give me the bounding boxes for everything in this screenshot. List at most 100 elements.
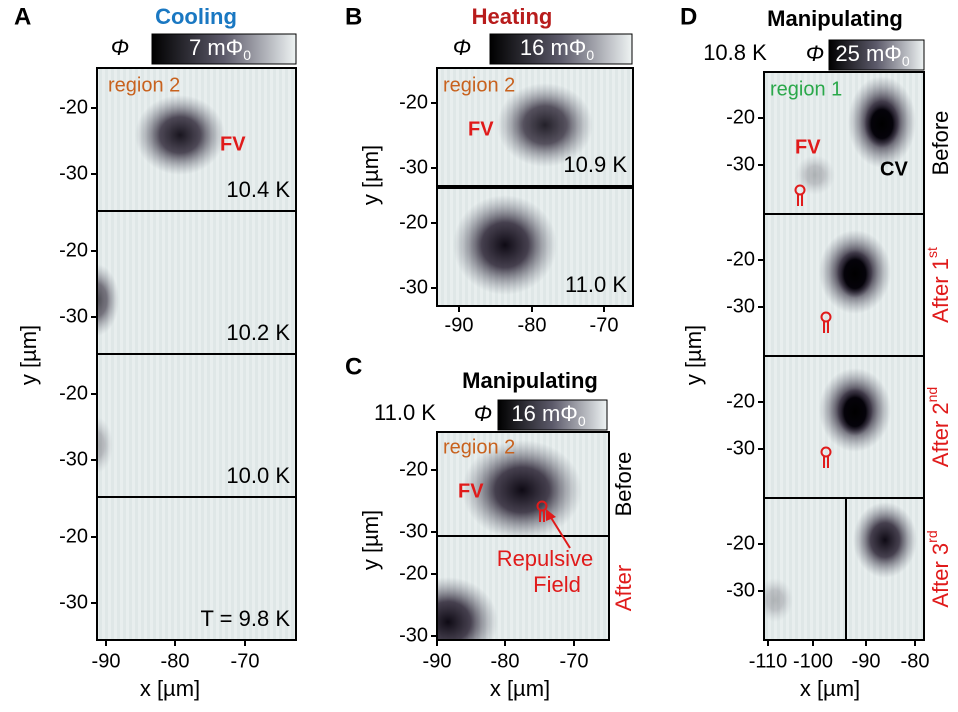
colorbar-symbol: Φ [474,401,492,426]
colorbar [497,399,608,431]
colorbar [828,39,925,71]
image-frame [436,67,634,187]
x-tick-label: -80 [161,650,190,672]
y-tick-label: -20 [399,458,428,480]
scan-image [763,213,925,357]
row-label: After 1st [924,247,953,323]
x-tick-label: -80 [518,314,547,336]
x-tick-label: -70 [560,650,589,672]
scan-image [763,497,925,641]
temperature: 10.8 K [703,40,767,65]
colorbar-subscript: 0 [586,47,594,63]
panel-label: B [345,3,362,30]
row-label-text: After 3 [928,543,953,608]
fv-label: FV [468,118,494,140]
row-label-text: After 1 [928,258,953,323]
x-tick-label: -80 [491,650,520,672]
image-background [97,354,296,497]
vortex-signal [97,264,119,336]
y-tick-label: -20 [726,106,755,128]
row-label: After [611,565,636,611]
y-tick-label: -30 [59,162,88,184]
colorbar-symbol: Φ [453,35,471,60]
colorbar-label: 16 mΦ0 [511,401,585,429]
field-label: Field [533,572,581,597]
x-tick-label: -90 [92,650,121,672]
row-label: Before [611,452,636,517]
colorbar-unit: 16 mΦ [520,35,586,60]
row-label-sup: st [924,247,940,258]
colorbar [489,33,633,65]
coil-loop [536,500,548,512]
x-tick-label: -110 [749,650,788,672]
y-axis-label: y [µm] [16,325,41,385]
field-coil-icon [794,184,806,206]
y-tick-label: -30 [726,579,755,601]
y-axis-label: y [µm] [358,145,383,205]
temperature-label: T = 9.8 K [201,606,291,631]
colorbar-unit: 7 mΦ [189,35,243,60]
row-label-text: After 2 [928,402,953,467]
row-label: Before [928,111,953,176]
image-frame [763,497,925,641]
y-tick-label: -20 [59,96,88,118]
y-tick-label: -20 [399,91,428,113]
y-tick-label: -20 [726,532,755,554]
temperature-label: 10.4 K [226,177,290,202]
x-axis-label: x [µm] [800,676,860,701]
temperature: 11.0 K [374,400,436,425]
y-tick-label: -20 [726,248,755,270]
region-label: region 2 [443,436,515,458]
y-tick-label: -30 [59,591,88,613]
arrow-head [546,509,556,521]
row-label-text: Before [611,452,636,517]
panel-title: Cooling [155,4,237,29]
field-coil-icon [820,446,832,468]
y-tick-label: -20 [59,239,88,261]
region-label: region 1 [770,78,842,100]
y-tick-label: -20 [726,390,755,412]
y-tick-label: -30 [399,276,428,298]
y-tick-label: -30 [399,520,428,542]
coil-loop [820,446,832,458]
x-tick-label: -90 [445,314,474,336]
y-tick-label: -30 [59,305,88,327]
x-tick-label: -80 [901,650,930,672]
y-tick-label: -30 [726,295,755,317]
panel-label: D [680,3,697,30]
scan-image [436,67,634,187]
vortex-core [864,100,900,148]
panel-title: Heating [472,4,553,29]
colorbar-symbol: Φ [111,35,129,60]
row-label: After 3rd [924,530,953,607]
row-label: After 2nd [924,387,953,467]
x-tick-label: -100 [793,650,833,672]
scan-image [436,187,634,307]
vortex-signal [135,95,225,175]
image-background [97,211,296,354]
vortex-core [837,388,873,436]
x-tick-label: -70 [590,314,619,336]
vortex-signal [97,417,113,473]
x-tick-label: -70 [231,650,260,672]
y-tick-label: -20 [399,562,428,584]
y-axis-label: y [µm] [681,325,706,385]
panel-title: Manipulating [767,6,903,31]
scan-image [96,210,297,355]
fv-label: FV [795,136,821,158]
colorbar-label: 25 mΦ0 [835,41,909,69]
vortex-signal [462,440,582,536]
x-tick-label: -90 [423,650,452,672]
colorbar [151,33,297,65]
temperature-label: 11.0 K [565,272,627,297]
y-tick-label: -20 [59,525,88,547]
y-tick-label: -20 [59,382,88,404]
region-label: region 2 [443,74,515,96]
field-coil-icon [820,311,832,333]
scan-image [436,535,610,641]
scan-image [96,496,297,641]
y-tick-label: -30 [726,437,755,459]
vortex-signal [453,195,557,295]
scan-image [763,71,925,215]
colorbar-unit: 25 mΦ [835,41,901,66]
